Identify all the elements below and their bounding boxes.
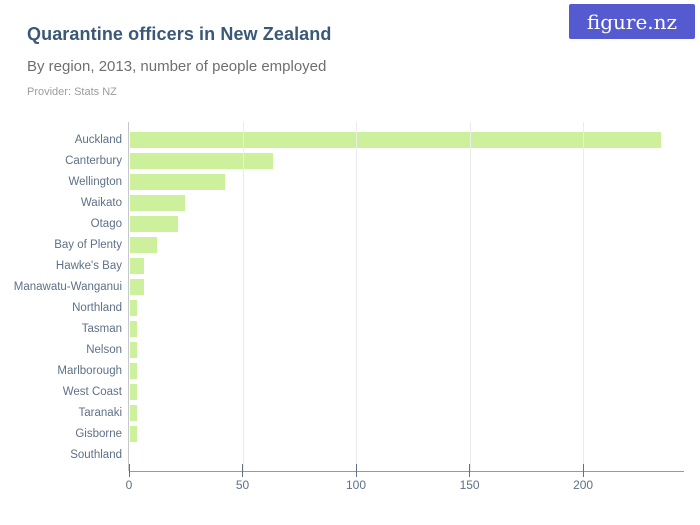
y-axis-label-manawatu-wanganui: Manawatu-Wanganui [13, 281, 122, 293]
x-axis-tick-label-200: 200 [573, 478, 594, 492]
chart-subtitle: By region, 2013, number of people employ… [27, 58, 327, 75]
chart-title: Quarantine officers in New Zealand [27, 24, 332, 44]
y-axis-label-gisborne: Gisborne [75, 428, 122, 440]
x-axis-tick-label-150: 150 [459, 478, 480, 492]
y-axis-label-southland: Southland [70, 449, 122, 461]
gridline-50 [242, 122, 244, 471]
y-axis-label-hawke-s-bay: Hawke's Bay [55, 260, 122, 272]
y-axis-label-otago: Otago [90, 218, 122, 230]
bar-manawatu-wanganui [130, 279, 144, 295]
bar-northland [130, 300, 137, 316]
logo-text: figure.nz [586, 9, 678, 34]
y-axis-line [128, 122, 129, 471]
bar-tasman [130, 321, 137, 337]
bar-taranaki [130, 405, 137, 421]
bar-chart-plot [128, 122, 683, 471]
y-axis-label-wellington: Wellington [68, 176, 123, 188]
y-axis-label-waikato: Waikato [80, 197, 122, 209]
bar-auckland [130, 132, 662, 148]
y-axis-label-taranaki: Taranaki [78, 407, 122, 419]
x-axis-tick-50 [242, 464, 243, 477]
x-axis-tick-0 [128, 464, 130, 477]
gridline-200 [583, 122, 585, 471]
y-axis-label-bay-of-plenty: Bay of Plenty [54, 239, 122, 251]
bar-gisborne [130, 426, 137, 442]
provider-credit: Provider: Stats NZ [27, 86, 117, 98]
y-axis-label-marlborough: Marlborough [57, 365, 122, 377]
y-axis-label-west-coast: West Coast [62, 386, 122, 398]
bar-marlborough [130, 363, 137, 379]
bar-otago [130, 216, 178, 232]
gridline-100 [356, 122, 357, 471]
x-axis-tick-150 [469, 464, 471, 477]
bar-bay-of-plenty [130, 237, 158, 253]
bar-wellington [130, 174, 226, 190]
x-axis-tick-label-100: 100 [345, 478, 367, 492]
bar-hawke-s-bay [130, 258, 144, 274]
bar-nelson [130, 342, 137, 358]
x-axis-tick-100 [355, 464, 357, 477]
y-axis-label-canterbury: Canterbury [65, 155, 122, 167]
y-axis-label-auckland: Auckland [74, 134, 122, 146]
bar-west-coast [130, 384, 137, 400]
x-axis-tick-label-0: 0 [125, 478, 133, 492]
figure-nz-logo[interactable]: figure.nz [569, 4, 695, 39]
y-axis-label-tasman: Tasman [81, 323, 122, 335]
x-axis-line [129, 471, 684, 472]
bar-waikato [130, 195, 185, 211]
x-axis-tick-200 [582, 464, 584, 477]
bar-canterbury [130, 153, 273, 169]
gridline-150 [469, 122, 471, 471]
y-axis-label-nelson: Nelson [86, 344, 122, 356]
x-axis-tick-label-50: 50 [235, 478, 250, 492]
y-axis-label-northland: Northland [72, 302, 122, 314]
